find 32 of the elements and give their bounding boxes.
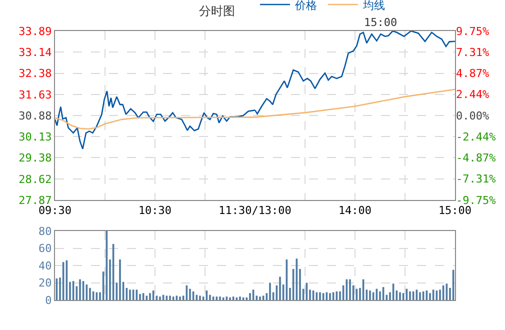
y-tick-label: 33.14 [18, 46, 52, 59]
text: -7.31% [456, 172, 496, 186]
x-tick-label: 11:30/13:00 [218, 204, 292, 218]
text: 0.00% [456, 109, 490, 122]
y-tick-label: 80 [38, 224, 52, 238]
y-tick-label: 31.63 [18, 88, 52, 102]
text: -4.87% [456, 152, 496, 165]
x-tick-label: 14:00 [338, 204, 372, 218]
text: 4.87% [456, 67, 490, 80]
y-tick-label: 20 [38, 276, 52, 290]
text: 15:00 [364, 16, 398, 29]
y-tick-label: 60 [38, 242, 52, 256]
text: 9.75% [456, 24, 490, 38]
text: -9.75% [456, 194, 496, 207]
y-tick-label: 29.38 [18, 151, 52, 164]
text: 2.44% [456, 88, 490, 102]
y-tick-label: 28.62 [18, 172, 52, 186]
y-tick-label: 32.38 [18, 67, 52, 80]
legend-label: 均线 [362, 0, 385, 12]
y-tick-label: 0 [45, 294, 52, 307]
y-tick-label: 27.87 [18, 194, 52, 207]
y-tick-label: 40 [38, 259, 52, 272]
chart-title: 分时图 [199, 4, 235, 18]
x-tick-label: 15:00 [438, 204, 472, 218]
y-tick-label: 30.13 [18, 130, 52, 144]
y-tick-label: 30.88 [18, 109, 52, 122]
x-tick-label: 09:30 [38, 204, 72, 218]
text: 7.31% [456, 46, 490, 59]
legend-label: 价格 [294, 0, 317, 12]
text: -2.44% [456, 130, 496, 144]
x-tick-label: 10:30 [138, 204, 172, 218]
y-tick-label: 33.89 [18, 24, 52, 38]
